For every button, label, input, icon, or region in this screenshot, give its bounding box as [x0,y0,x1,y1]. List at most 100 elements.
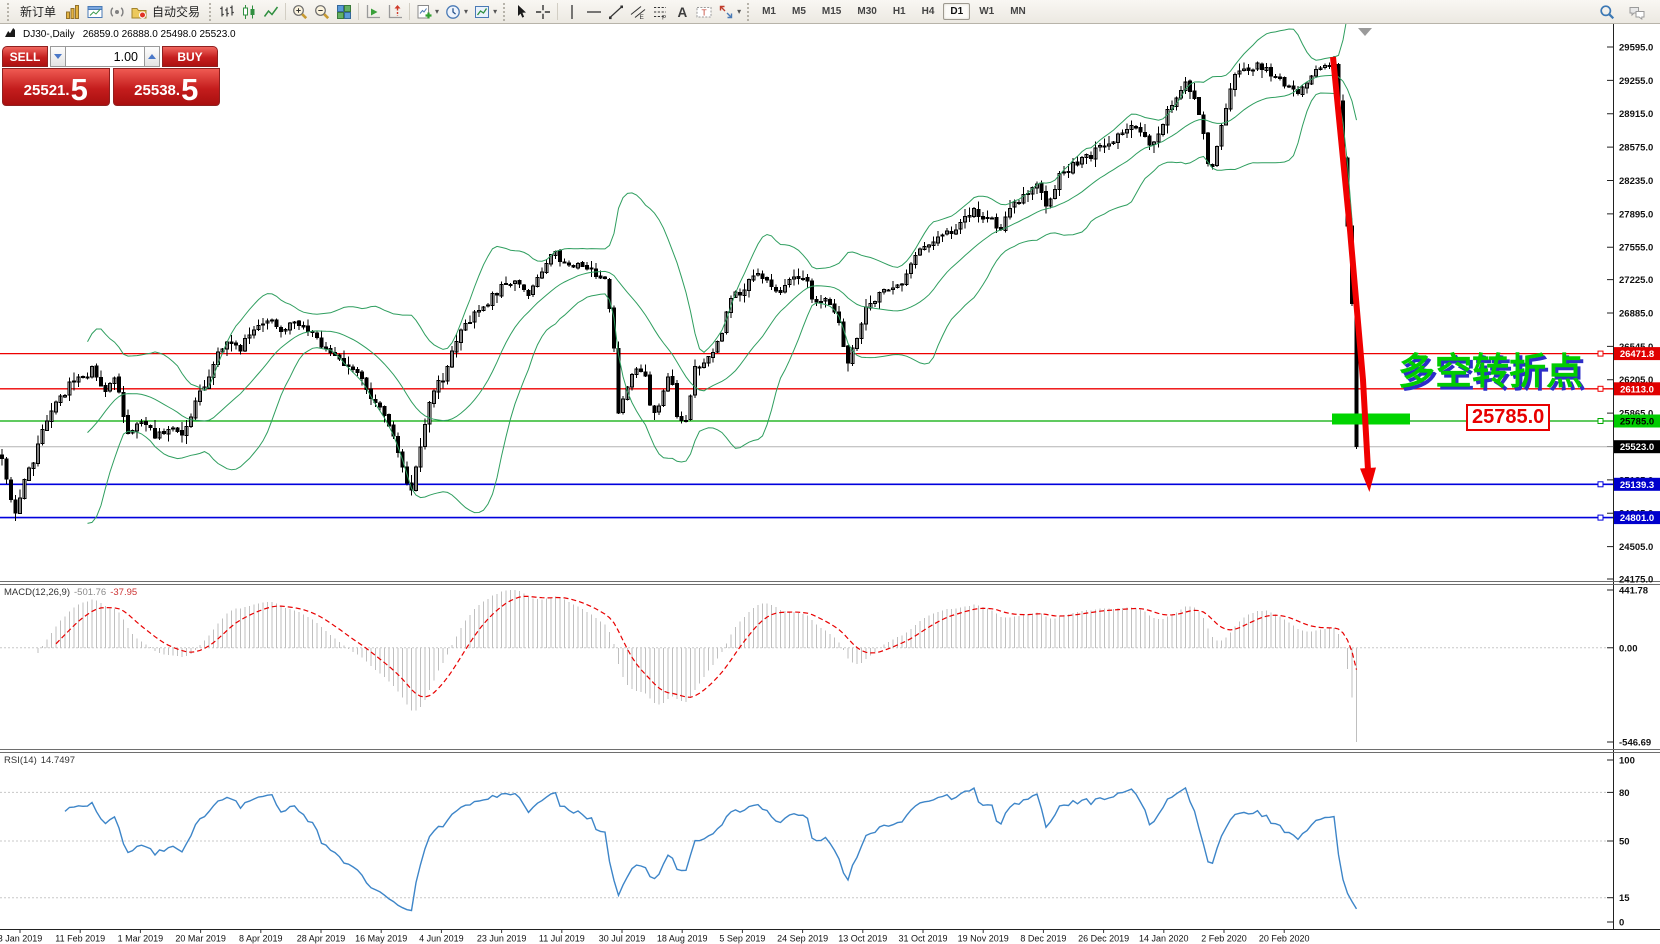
timeframe-M1[interactable]: M1 [755,3,783,20]
rsi-line [64,786,1358,912]
text-button[interactable]: A [671,1,693,22]
chart-shift-button[interactable] [384,1,406,22]
text-label-button[interactable]: T [693,1,715,22]
line-handle[interactable] [1597,481,1604,488]
timeframe-H4[interactable]: H4 [915,3,942,20]
line-handle[interactable] [1597,418,1604,424]
toolbar-separator [285,3,287,20]
timeframe-W1[interactable]: W1 [972,3,1001,20]
buy-price-main: 25538. [134,82,181,99]
svg-text:F: F [662,14,666,20]
community-button[interactable] [1626,1,1648,22]
line-handle[interactable] [1597,385,1604,392]
autotrading-icon [131,4,147,20]
date-label: 20 Mar 2019 [175,934,226,944]
timeframe-M15[interactable]: M15 [815,3,848,20]
buy-price-button[interactable]: 25538. 5 [112,68,220,106]
dropdown-arrow-icon[interactable]: ▾ [464,7,469,16]
rsi-indicator-label: RSI(14) 14.7497 [4,755,75,766]
cursor-icon [513,4,529,20]
sell-price-main: 25521. [23,82,70,99]
crosshair-button[interactable] [532,1,554,22]
periods-button[interactable]: ▾ [442,1,471,22]
toolbar-grip[interactable] [6,2,10,21]
candle-wicks [1,56,1357,521]
horizontal-line-button[interactable] [583,1,605,22]
dropdown-arrow-icon[interactable]: ▾ [737,7,742,16]
candles-icon [241,4,257,20]
new-chart-button[interactable]: ▾ [413,1,442,22]
price-axis-label: 28915.0 [1619,109,1653,120]
sell-price-button[interactable]: 25521. 5 [2,68,110,106]
scroll-end-marker-icon[interactable] [1358,28,1372,36]
line-chart-button[interactable] [260,1,282,22]
market-watch-button[interactable] [62,1,84,22]
zoom-in-button[interactable] [289,1,311,22]
tile-windows-button[interactable] [333,1,355,22]
navigator-button[interactable] [84,1,106,22]
turning-point-annotation[interactable]: 多空转折点 [1398,351,1583,392]
volume-stepper [50,46,160,67]
price-axis-label: 27895.0 [1619,209,1653,220]
bollinger-band [87,74,1357,433]
trend-arrow-head[interactable] [1360,467,1376,493]
toolbar-grip[interactable] [502,2,507,21]
auto-scroll-icon [365,4,381,20]
candlestick-chart-button[interactable] [238,1,260,22]
timeframe-M5[interactable]: M5 [785,3,813,20]
new-order-button[interactable]: 新订单 [14,1,62,22]
zoom-out-button[interactable] [311,1,333,22]
trend-arrow-object[interactable] [1330,56,1371,471]
volume-input[interactable] [66,46,144,67]
price-callout-box[interactable]: 25785.0 [1466,404,1551,431]
dropdown-arrow-icon[interactable]: ▾ [435,7,440,16]
trendline-button[interactable] [605,1,627,22]
toolbar-right [1596,1,1656,22]
time-axis: 3 Jan 2019 11 Feb 2019 1 Mar 2019 20 Mar 20… [0,930,1309,944]
templates-button[interactable]: ▾ [471,1,500,22]
price-tag-label: 25523.0 [1620,442,1654,453]
timeframe-H1[interactable]: H1 [886,3,913,20]
signals-icon [109,4,125,20]
arrows-icon [718,4,734,20]
macd-axis-label: -546.69 [1619,738,1651,749]
sell-button[interactable]: SELL [2,46,48,67]
autotrading-button[interactable]: 自动交易 [128,1,206,22]
equidistant-channel-button[interactable]: E [627,1,649,22]
auto-scroll-button[interactable] [362,1,384,22]
line-handle[interactable] [1597,514,1604,521]
volume-increase-button[interactable] [144,46,160,67]
volume-decrease-button[interactable] [50,46,66,67]
price-axis-label: 24175.0 [1619,575,1653,586]
date-label: 28 Apr 2019 [297,934,346,944]
search-button[interactable] [1596,1,1618,22]
bar-chart-button[interactable] [216,1,238,22]
line-handle[interactable] [1597,350,1604,357]
highlight-bar-object[interactable] [1332,413,1410,425]
rsi-panel [0,786,1613,912]
timeframe-MN[interactable]: MN [1003,3,1033,20]
cursor-button[interactable] [510,1,532,22]
rsi-axis-label: 15 [1619,893,1630,904]
price-axis-label: 26885.0 [1619,309,1653,320]
signals-button[interactable] [106,1,128,22]
timeframe-D1[interactable]: D1 [943,3,971,20]
date-label: 23 Jun 2019 [477,934,527,944]
svg-text:A: A [678,5,688,20]
vertical-line-button[interactable] [561,1,583,22]
new-chart-icon [416,4,432,20]
date-label: 8 Apr 2019 [239,934,283,944]
macd-histogram [37,590,1357,742]
toolbar-grip[interactable] [746,2,751,21]
date-label: 8 Dec 2019 [1020,934,1066,944]
dropdown-arrow-icon[interactable]: ▾ [493,7,498,16]
fibonacci-button[interactable]: F [649,1,671,22]
price-axis-label: 27555.0 [1619,243,1653,254]
toolbar-separator [409,3,411,20]
buy-button[interactable]: BUY [162,46,218,67]
arrows-button[interactable]: ▾ [715,1,744,22]
toolbar-grip[interactable] [208,2,213,21]
timeframe-M30[interactable]: M30 [850,3,883,20]
price-axis-label: 27225.0 [1619,275,1653,286]
